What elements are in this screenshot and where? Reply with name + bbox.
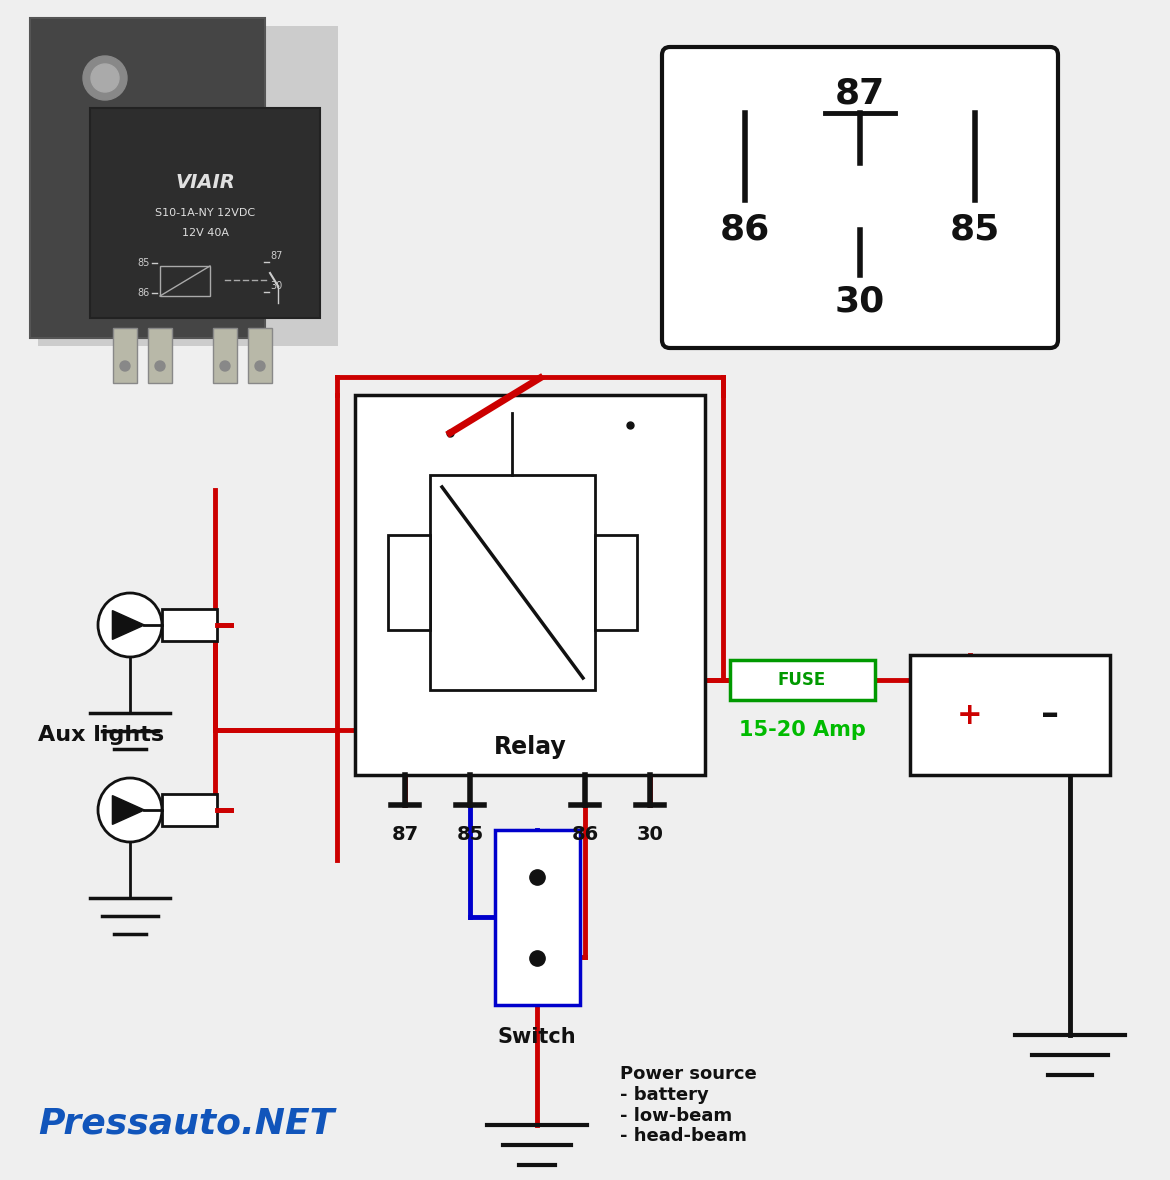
Text: 86: 86	[138, 288, 150, 299]
Polygon shape	[112, 610, 144, 640]
Text: VIAIR: VIAIR	[176, 173, 235, 192]
Text: 30: 30	[835, 286, 886, 319]
Circle shape	[220, 361, 230, 371]
Bar	[160, 266, 209, 296]
Bar	[161, 609, 216, 641]
Bar	[596, 536, 636, 630]
Bar	[495, 830, 580, 1005]
Polygon shape	[112, 795, 144, 825]
Text: 30: 30	[636, 825, 663, 844]
Text: 85: 85	[456, 825, 483, 844]
Bar	[388, 536, 431, 630]
Bar	[431, 476, 596, 690]
Circle shape	[121, 361, 130, 371]
Text: 85: 85	[950, 214, 1000, 247]
Circle shape	[154, 361, 165, 371]
Text: Power source
- battery
- low-beam
- head-beam: Power source - battery - low-beam - head…	[620, 1066, 757, 1146]
Text: 30: 30	[270, 281, 282, 291]
Text: Aux lights: Aux lights	[37, 725, 164, 745]
Bar	[248, 328, 271, 384]
Text: Relay: Relay	[494, 735, 566, 759]
Text: 15-20 Amp: 15-20 Amp	[738, 720, 866, 740]
Bar	[213, 328, 238, 384]
Bar	[161, 794, 216, 826]
Bar	[730, 660, 875, 700]
Text: 12V 40A: 12V 40A	[181, 228, 228, 238]
Text: 86: 86	[720, 214, 770, 247]
Text: Switch: Switch	[497, 1027, 577, 1047]
Text: 87: 87	[835, 76, 886, 110]
Bar	[90, 109, 321, 317]
Circle shape	[98, 594, 161, 657]
Text: –: –	[1041, 699, 1059, 732]
Circle shape	[91, 64, 119, 92]
Text: Pressauto.NET: Pressauto.NET	[37, 1106, 335, 1140]
Text: FUSE: FUSE	[778, 671, 826, 689]
Bar	[910, 655, 1110, 775]
Text: 85: 85	[138, 258, 150, 268]
Text: +: +	[957, 701, 983, 729]
FancyBboxPatch shape	[662, 47, 1058, 348]
Text: 87: 87	[392, 825, 419, 844]
Bar	[37, 26, 338, 346]
Bar	[113, 328, 137, 384]
Bar	[30, 18, 264, 337]
Text: 87: 87	[270, 251, 282, 261]
Circle shape	[255, 361, 264, 371]
Bar	[355, 395, 706, 775]
Circle shape	[83, 55, 128, 100]
Text: 86: 86	[571, 825, 599, 844]
Bar	[147, 328, 172, 384]
Text: S10-1A-NY 12VDC: S10-1A-NY 12VDC	[154, 208, 255, 218]
Circle shape	[98, 778, 161, 843]
